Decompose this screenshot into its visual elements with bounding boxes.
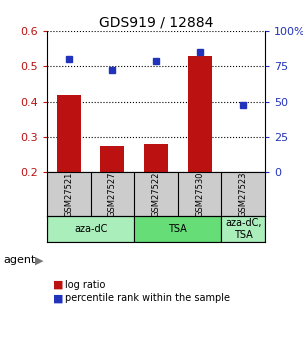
Bar <box>221 216 265 241</box>
Text: GSM27521: GSM27521 <box>64 172 73 217</box>
Bar <box>134 216 221 241</box>
Text: GSM27527: GSM27527 <box>108 171 117 217</box>
Bar <box>100 146 125 172</box>
Text: agent: agent <box>3 256 35 265</box>
Text: percentile rank within the sample: percentile rank within the sample <box>65 294 230 303</box>
Text: ■: ■ <box>53 294 64 303</box>
Text: aza-dC,
TSA: aza-dC, TSA <box>225 218 261 240</box>
Bar <box>144 144 168 172</box>
Title: GDS919 / 12884: GDS919 / 12884 <box>99 16 213 30</box>
Text: ▶: ▶ <box>35 256 43 265</box>
Text: ■: ■ <box>53 280 64 289</box>
Text: GSM27530: GSM27530 <box>195 171 204 217</box>
Text: GSM27522: GSM27522 <box>152 172 161 217</box>
Text: log ratio: log ratio <box>65 280 105 289</box>
Text: GSM27523: GSM27523 <box>239 171 248 217</box>
Bar <box>47 216 134 241</box>
Text: TSA: TSA <box>168 224 187 234</box>
Bar <box>57 95 81 172</box>
Text: aza-dC: aza-dC <box>74 224 107 234</box>
Bar <box>188 56 212 172</box>
